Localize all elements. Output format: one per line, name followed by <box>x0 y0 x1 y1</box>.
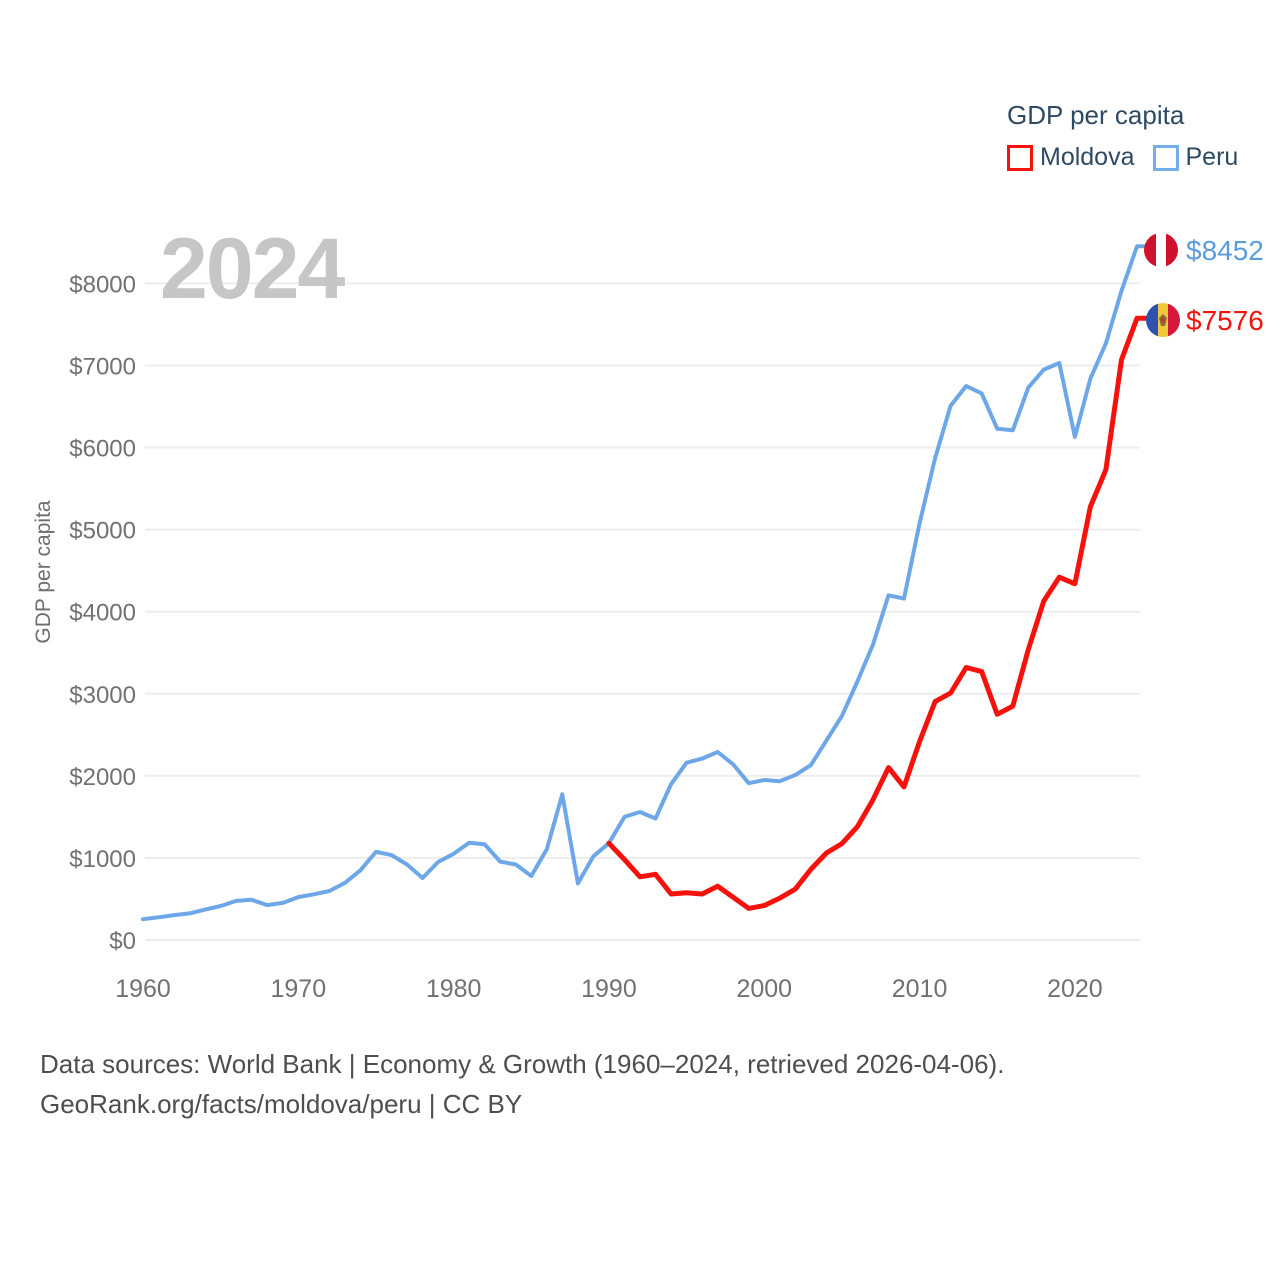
peru-flag-icon <box>1144 233 1178 267</box>
moldova-end-label: $7576 <box>1186 305 1264 336</box>
y-axis-title: GDP per capita <box>32 500 55 644</box>
legend-item-moldova[interactable]: Moldova <box>1007 143 1135 172</box>
legend-item-label: Moldova <box>1040 143 1135 171</box>
y-tick-label: $0 <box>109 928 136 955</box>
y-tick-label: $3000 <box>69 682 136 709</box>
legend-items: Moldova Peru <box>1007 143 1238 172</box>
y-tick-label: $8000 <box>69 271 136 298</box>
peru-swatch-icon <box>1152 144 1179 171</box>
legend-title: GDP per capita <box>1007 100 1185 130</box>
y-tick-label: $7000 <box>69 353 136 380</box>
x-tick-label: 1970 <box>271 975 327 1003</box>
source-footer: Data sources: World Bank | Economy & Gro… <box>40 1044 1004 1124</box>
peru-line[interactable] <box>141 244 1149 922</box>
moldova-line[interactable] <box>606 315 1150 911</box>
y-tick-label: $4000 <box>69 600 136 627</box>
x-tick-label: 2010 <box>892 975 948 1003</box>
y-tick-label: $2000 <box>69 764 136 791</box>
peru-end-label: $8452 <box>1186 235 1264 266</box>
x-tick-label: 1960 <box>115 975 171 1003</box>
legend: GDP per capita Moldova Peru <box>1007 100 1238 172</box>
x-tick-label: 2020 <box>1047 975 1103 1003</box>
moldova-flag-icon <box>1146 303 1180 337</box>
y-tick-label: $5000 <box>69 518 136 545</box>
legend-item-peru[interactable]: Peru <box>1152 143 1239 172</box>
attribution-line: GeoRank.org/facts/moldova/peru | CC BY <box>40 1089 523 1119</box>
moldova-swatch-icon <box>1007 144 1033 171</box>
y-tick-label: $6000 <box>69 436 136 463</box>
data-sources-line: Data sources: World Bank | Economy & Gro… <box>40 1049 1005 1079</box>
x-tick-label: 1990 <box>581 975 637 1003</box>
legend-item-label: Peru <box>1185 143 1239 171</box>
x-tick-label: 1980 <box>426 975 482 1003</box>
x-tick-label: 2000 <box>736 975 792 1003</box>
y-tick-label: $1000 <box>69 846 136 873</box>
